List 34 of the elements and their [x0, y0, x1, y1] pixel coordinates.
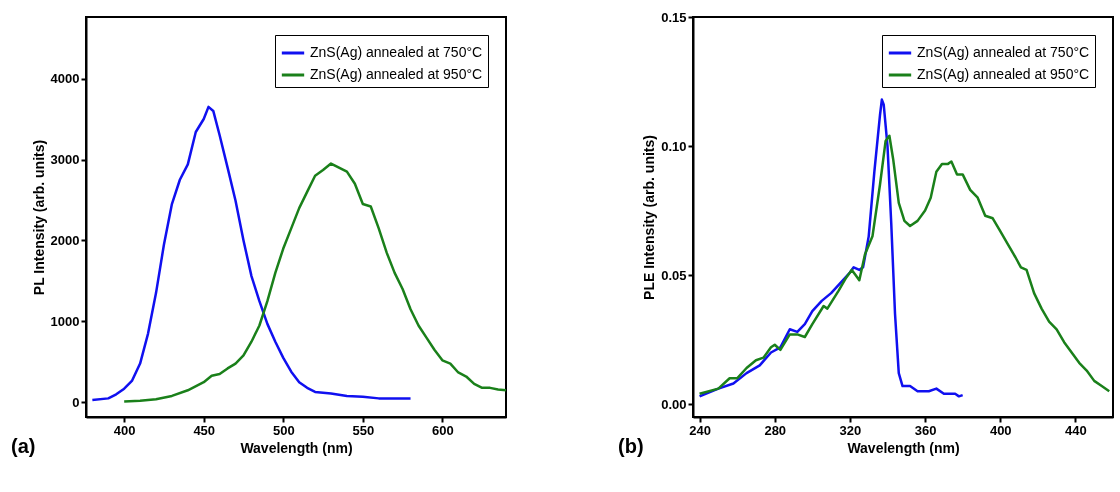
y-tick-label: 0.10: [661, 138, 687, 154]
y-tick-label: 0: [72, 394, 80, 410]
x-tick-label: 500: [272, 422, 295, 438]
y-tick-label: 0.00: [661, 396, 687, 412]
legend-label: ZnS(Ag) annealed at 750°C: [917, 44, 1090, 60]
y-tick-label: 0.15: [661, 9, 687, 25]
x-tick-label: 400: [113, 422, 136, 438]
x-tick-label: 440: [1065, 422, 1087, 438]
line-series: [91, 105, 412, 402]
legend-label: ZnS(Ag) annealed at 750°C: [310, 44, 483, 60]
y-tick-label: 4000: [50, 71, 80, 87]
y-axis-title: PL Intensity (arb. units): [30, 139, 47, 296]
y-tick-label: 0.05: [661, 267, 687, 283]
x-tick-label: 550: [352, 422, 375, 438]
x-tick-label: 280: [764, 422, 787, 438]
text: (a): [11, 435, 36, 457]
line-series: [122, 162, 506, 403]
x-tick-label: 450: [193, 422, 216, 438]
x-tick-label: 400: [989, 422, 1012, 438]
y-axis-title: PLE Intensity (arb. units): [641, 135, 658, 300]
legend-label: ZnS(Ag) annealed at 950°C: [917, 66, 1090, 82]
legend-label: ZnS(Ag) annealed at 950°C: [310, 66, 483, 82]
y-tick-label: 3000: [50, 152, 80, 168]
y-tick-label: 1000: [50, 313, 80, 329]
text: (b): [618, 435, 644, 457]
x-axis-title: Wavelength (nm): [240, 439, 353, 456]
x-tick-label: 320: [839, 422, 862, 438]
x-axis-title: Wavelength (nm): [847, 439, 960, 456]
x-tick-label: 600: [432, 422, 454, 438]
x-tick-label: 360: [914, 422, 937, 438]
y-tick-label: 2000: [50, 232, 80, 248]
line-series: [698, 98, 964, 398]
line-series: [698, 134, 1111, 396]
x-tick-label: 240: [689, 422, 711, 438]
